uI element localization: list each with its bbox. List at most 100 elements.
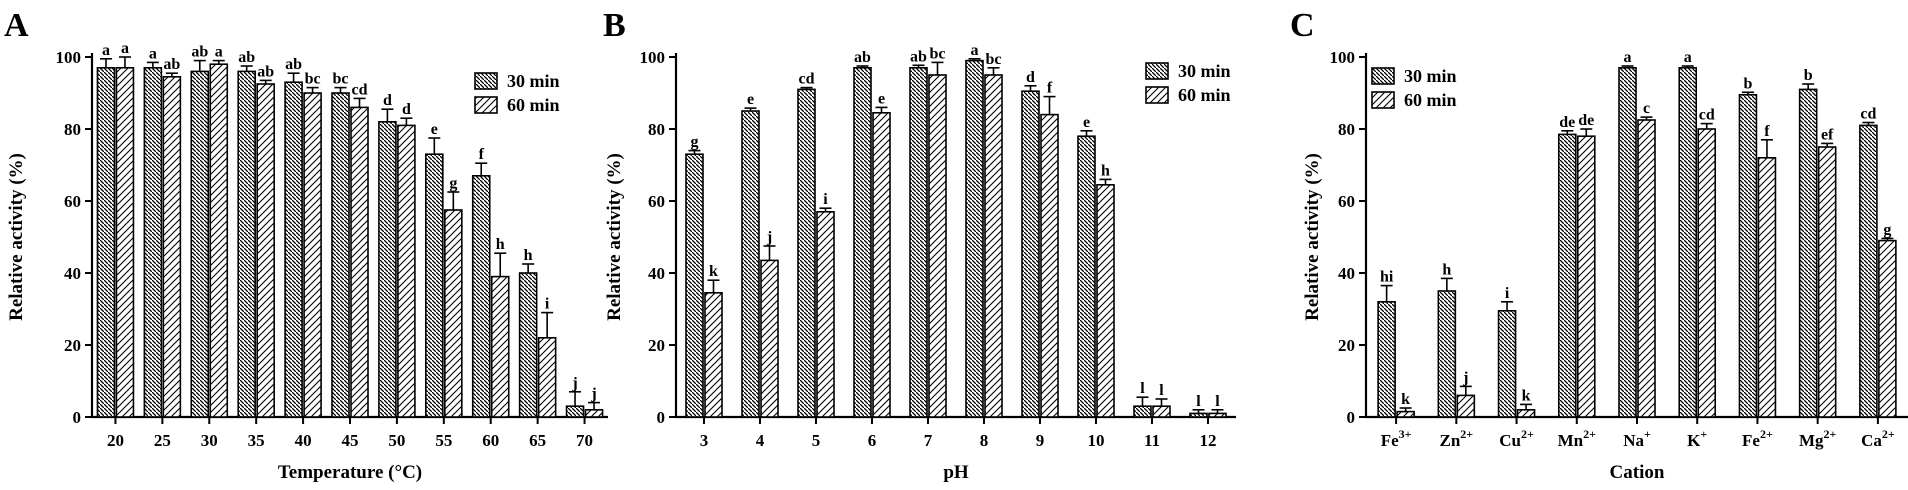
significance-label: bc xyxy=(333,71,349,88)
bar xyxy=(1859,124,1878,418)
significance-label: e xyxy=(1083,114,1090,131)
legend-label: 60 min xyxy=(1178,85,1231,105)
x-tick-label: Na+ xyxy=(1623,427,1651,450)
significance-label: cd xyxy=(799,71,815,88)
panel-c-chart: C 0 20 40 60 80 100 Relative activity (%) Cation… xyxy=(1290,7,1908,483)
bar xyxy=(537,336,557,418)
bar xyxy=(96,67,116,418)
bar xyxy=(1516,408,1536,418)
legend-label: 60 min xyxy=(507,95,560,115)
bar xyxy=(1133,405,1152,418)
x-tick-label: 45 xyxy=(342,431,359,450)
significance-label: a xyxy=(1624,49,1632,66)
significance-label: h xyxy=(496,236,505,253)
bar xyxy=(490,275,510,418)
bar xyxy=(1678,67,1698,418)
y-tick-label: 80 xyxy=(64,120,81,139)
significance-label: ab xyxy=(191,44,208,61)
y-tick-label: 40 xyxy=(1338,264,1355,283)
legend-swatch xyxy=(1371,67,1395,85)
x-tick-label: Zn2+ xyxy=(1440,427,1474,450)
x-tick-label: 4 xyxy=(756,431,765,450)
significance-label: h xyxy=(1442,261,1451,278)
legend: 30 min 60 min xyxy=(1371,66,1457,110)
significance-label: k xyxy=(709,263,718,280)
significance-label: j xyxy=(571,375,577,392)
bar xyxy=(303,92,322,418)
bar xyxy=(1757,157,1777,418)
bar xyxy=(965,59,984,418)
significance-label: ab xyxy=(910,48,927,65)
y-tick-label: 100 xyxy=(640,48,666,67)
y-tick-label: 80 xyxy=(1338,120,1355,139)
bar xyxy=(1697,128,1717,418)
significance-label: k xyxy=(1522,387,1531,404)
y-tick-label: 80 xyxy=(648,120,665,139)
bar xyxy=(704,291,723,418)
bar xyxy=(584,408,604,418)
x-tick-label: 11 xyxy=(1144,431,1160,450)
bar xyxy=(209,63,229,418)
bar xyxy=(1738,94,1758,418)
significance-label: l xyxy=(1196,393,1201,410)
y-tick-label: 60 xyxy=(648,192,665,211)
bar xyxy=(350,106,369,418)
significance-label: de xyxy=(1559,114,1575,131)
bar xyxy=(471,175,491,418)
bar xyxy=(397,124,416,418)
x-tick-label: Cu2+ xyxy=(1499,427,1534,450)
panel-letter: A xyxy=(4,7,29,44)
y-tick-label: 40 xyxy=(64,264,81,283)
significance-label: b xyxy=(1743,75,1752,92)
bar xyxy=(1637,119,1656,418)
significance-label: j xyxy=(1462,369,1468,386)
x-tick-label: 30 xyxy=(201,431,218,450)
y-tick-label: 20 xyxy=(64,336,81,355)
significance-label: d xyxy=(402,101,411,118)
significance-label: a xyxy=(149,45,157,62)
bar xyxy=(816,211,835,418)
significance-label: j xyxy=(590,386,596,403)
significance-label: l xyxy=(1215,393,1220,410)
bar xyxy=(1576,135,1596,418)
bar xyxy=(984,74,1003,418)
bar xyxy=(928,74,947,418)
significance-label: a xyxy=(121,40,129,57)
bar xyxy=(760,259,779,418)
significance-label: ab xyxy=(163,56,180,73)
bar xyxy=(565,405,585,418)
significance-label: k xyxy=(1401,391,1410,408)
significance-label: a xyxy=(1684,49,1692,66)
x-tick-label: 3 xyxy=(700,431,709,450)
y-axis-title: Relative activity (%) xyxy=(1302,153,1323,321)
x-axis-title: Cation xyxy=(1610,462,1665,483)
y-axis-title: Relative activity (%) xyxy=(6,153,27,321)
significance-label: l xyxy=(1159,382,1164,399)
significance-label: ab xyxy=(257,63,274,80)
y-tick-label: 60 xyxy=(64,192,81,211)
bar xyxy=(853,67,872,418)
bar xyxy=(1396,410,1415,418)
legend-swatch xyxy=(1145,62,1169,80)
significance-label: g xyxy=(691,134,699,151)
significance-label: i xyxy=(545,296,550,313)
bar xyxy=(1208,412,1227,418)
x-tick-label: 20 xyxy=(107,431,124,450)
x-axis-title: pH xyxy=(943,462,969,483)
significance-label: i xyxy=(1505,285,1510,302)
bar xyxy=(115,67,135,418)
bar xyxy=(685,153,704,418)
bar xyxy=(190,70,210,418)
significance-label: cd xyxy=(1699,107,1715,124)
bar xyxy=(1557,133,1577,418)
bar xyxy=(1152,405,1171,418)
bar xyxy=(909,67,928,418)
significance-label: ab xyxy=(854,49,871,66)
legend-swatch xyxy=(1371,91,1395,109)
significance-label: f xyxy=(479,146,485,163)
x-tick-label: Fe3+ xyxy=(1381,427,1412,450)
bar xyxy=(1456,394,1476,418)
significance-label: a xyxy=(215,44,223,61)
legend-label: 60 min xyxy=(1404,90,1457,110)
